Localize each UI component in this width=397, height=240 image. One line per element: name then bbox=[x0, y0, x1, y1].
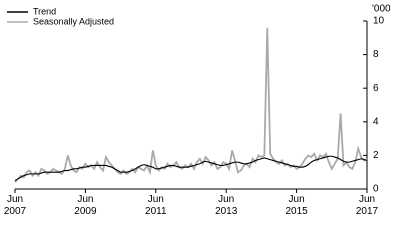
x-tick-label: Jun 2009 bbox=[74, 194, 97, 217]
x-tick-label: Jun 2013 bbox=[215, 194, 238, 217]
x-tick-label: Jun 2017 bbox=[355, 194, 379, 217]
y-tick-label: 8 bbox=[373, 49, 379, 60]
y-tick-label: 4 bbox=[373, 116, 379, 127]
x-tick-label: Jun 2011 bbox=[145, 194, 167, 217]
y-tick-label: 2 bbox=[373, 150, 379, 161]
y-tick-label: 10 bbox=[373, 16, 385, 27]
y-tick-label: 6 bbox=[373, 83, 379, 94]
x-tick-label: Jun 2007 bbox=[3, 194, 27, 217]
chart: '000 0 2 4 6 8 10 Trend Seasonally Adjusted Jun… bbox=[3, 3, 392, 217]
series-line bbox=[14, 155, 368, 182]
legend-label: Trend bbox=[33, 6, 56, 16]
x-tick-label: Jun 2015 bbox=[285, 194, 308, 217]
legend-label: Seasonally Adjusted bbox=[33, 16, 114, 26]
y-unit: '000 bbox=[372, 4, 391, 15]
y-tick-label: 0 bbox=[373, 184, 379, 195]
series-line bbox=[14, 27, 368, 183]
